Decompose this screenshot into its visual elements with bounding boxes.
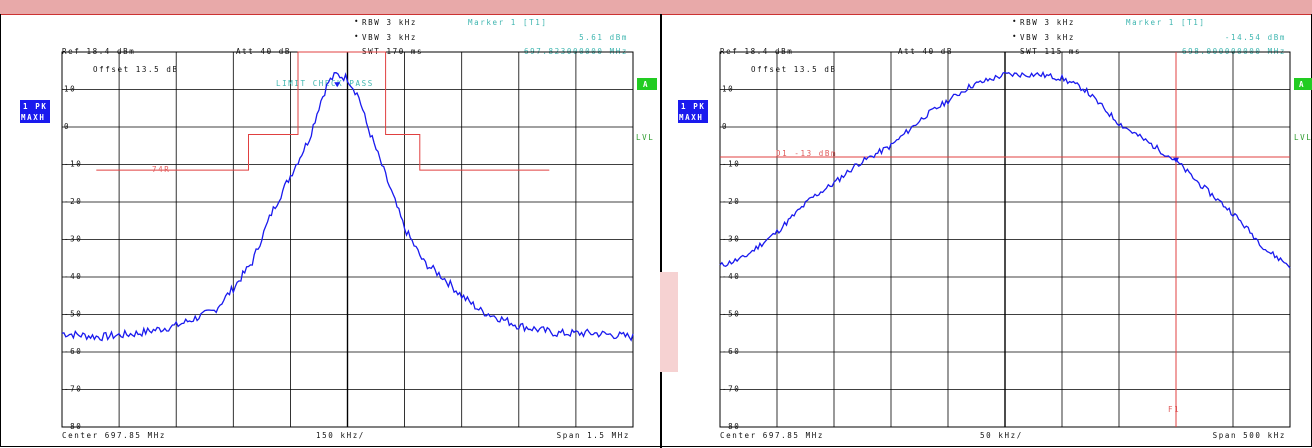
- left-vbw-dot: •: [354, 32, 360, 41]
- left-limit-line: [96, 51, 550, 171]
- right-f1-label: F1: [1168, 405, 1180, 414]
- r-y-tick-label: -70: [722, 385, 740, 394]
- right-rbw: RBW 3 kHz: [1020, 18, 1075, 27]
- l-y-tick-label: -80: [64, 422, 82, 431]
- left-marker-level: 5.61 dBm: [579, 33, 628, 42]
- right-center: Center 697.85 MHz: [720, 431, 824, 440]
- right-side-lvl: LVL: [1294, 133, 1312, 142]
- l-y-tick-label: -60: [64, 347, 82, 356]
- title-bar: [0, 0, 1312, 15]
- left-marker-triangle: [334, 82, 341, 88]
- r-y-tick-label: -50: [722, 310, 740, 319]
- right-span: Span 500 kHz: [1213, 431, 1286, 440]
- r-y-tick-label: 10: [722, 85, 734, 94]
- left-grid: [62, 52, 633, 427]
- l-y-tick-label: -20: [64, 197, 82, 206]
- l-y-tick-label: -50: [64, 310, 82, 319]
- left-marker-title: Marker 1 [T1]: [468, 18, 548, 27]
- right-trace-badge[interactable]: [678, 100, 708, 123]
- left-trace-badge[interactable]: [20, 100, 50, 123]
- l-y-tick-label: -10: [64, 160, 82, 169]
- right-marker-level: -14.54 dBm: [1225, 33, 1286, 42]
- left-span: Span 1.5 MHz: [557, 431, 630, 440]
- left-analyzer-panel: • RBW 3 kHz Marker 1 [T1] • VBW 3 kHz 5.…: [20, 17, 657, 440]
- right-vbw-dot: •: [1012, 32, 1018, 41]
- left-side-a: A: [643, 80, 649, 89]
- right-side-a-badge[interactable]: [1294, 78, 1312, 90]
- r-y-tick-label: -40: [722, 272, 740, 281]
- l-y-tick-label: -70: [64, 385, 82, 394]
- r-y-tick-label: -20: [722, 197, 740, 206]
- left-offset: Offset 13.5 dB: [93, 65, 179, 74]
- right-badge-top: 1 PK: [681, 102, 705, 111]
- left-side-lvl: LVL: [636, 133, 654, 142]
- l-y-tick-label: -30: [64, 235, 82, 244]
- right-threshold-label: D1 -13 dBm: [776, 149, 837, 158]
- r-y-tick-label: -60: [722, 347, 740, 356]
- right-rbw-dot: •: [1012, 17, 1018, 26]
- right-y-ticks: 10 0 -10 -20 -30 -40 -50 -60 -70 -80: [722, 85, 740, 432]
- right-offset: Offset 13.5 dB: [751, 65, 837, 74]
- left-div: 150 kHz/: [316, 431, 365, 440]
- left-y-ticks: 10 0 -10 -20 -30 -40 -50 -60 -70 -80: [64, 85, 82, 432]
- left-center: Center 697.85 MHz: [62, 431, 166, 440]
- left-badge-bottom: MAXH: [21, 113, 45, 122]
- left-rbw: RBW 3 kHz: [362, 18, 417, 27]
- right-trace: [719, 70, 1291, 269]
- right-grid: [720, 52, 1290, 427]
- l-y-tick-label: 0: [64, 122, 70, 131]
- r-y-tick-label: -80: [722, 422, 740, 431]
- left-vbw: VBW 3 kHz: [362, 33, 417, 42]
- r-y-tick-label: -10: [722, 160, 740, 169]
- r-y-tick-label: 0: [722, 122, 728, 131]
- left-side-a-badge[interactable]: [637, 78, 657, 90]
- left-limit-label: 74R: [152, 165, 170, 174]
- l-y-tick-label: -40: [64, 272, 82, 281]
- right-side-a: A: [1299, 80, 1305, 89]
- panel-divider: [660, 14, 662, 448]
- l-y-tick-label: 10: [64, 85, 76, 94]
- right-div: 50 kHz/: [980, 431, 1023, 440]
- left-trace: [61, 72, 634, 342]
- right-analyzer-panel: • RBW 3 kHz Marker 1 [T1] • VBW 3 kHz -1…: [678, 17, 1312, 440]
- right-badge-bottom: MAXH: [679, 113, 703, 122]
- highlight-strip: [660, 272, 678, 372]
- right-marker-triangle: [1173, 157, 1179, 163]
- left-rbw-dot: •: [354, 17, 360, 26]
- right-vbw: VBW 3 kHz: [1020, 33, 1075, 42]
- left-limit-check: LIMIT CHECK PASS: [276, 79, 374, 88]
- left-badge-top: 1 PK: [23, 102, 47, 111]
- r-y-tick-label: -30: [722, 235, 740, 244]
- right-marker-title: Marker 1 [T1]: [1126, 18, 1206, 27]
